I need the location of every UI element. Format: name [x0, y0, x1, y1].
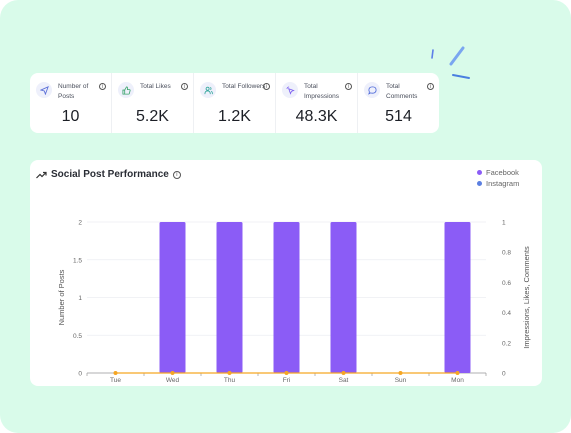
- line-point: [113, 371, 118, 375]
- chart-legend: Facebook Instagram: [477, 167, 519, 189]
- stat-value: 1.2K: [218, 108, 251, 125]
- sparkle-icon: [431, 46, 470, 79]
- pointer-click-icon: [282, 82, 298, 98]
- stat-tile: Total Impressions i 48.3K: [276, 73, 358, 133]
- x-tick-label: Sun: [395, 377, 407, 384]
- chat-bubble-icon: [364, 82, 380, 98]
- bar: [159, 222, 186, 373]
- stats-bar: Number of Posts i 10 Total Likes i 5.2K Total …: [30, 73, 439, 133]
- x-tick-label: Wed: [166, 377, 180, 384]
- x-tick-label: Sat: [339, 377, 349, 384]
- stat-label: Total Comments: [386, 83, 418, 100]
- x-tick-label: Mon: [451, 377, 464, 384]
- y2-tick-label: 0.4: [502, 310, 511, 317]
- y2-tick-label: 1: [502, 220, 506, 227]
- x-tick-label: Tue: [110, 377, 121, 384]
- y-tick-label: 1: [78, 295, 82, 302]
- line-point: [398, 371, 403, 375]
- thumbs-up-icon: [118, 82, 134, 98]
- bar: [273, 222, 300, 373]
- y-tick-label: 0.5: [73, 333, 82, 340]
- stat-label: Total Likes: [140, 83, 171, 90]
- stat-tile: Total Likes i 5.2K: [112, 73, 194, 133]
- line-point: [455, 371, 460, 375]
- bar: [216, 222, 243, 373]
- stat-label: Total Followers: [222, 83, 266, 90]
- y2-tick-label: 0.2: [502, 340, 511, 347]
- info-icon[interactable]: i: [345, 83, 352, 90]
- legend-dot: [477, 170, 482, 175]
- social-post-performance-card: Social Post Performance i Facebook Insta…: [30, 160, 542, 386]
- y-tick-label: 2: [78, 220, 82, 227]
- card-title-text: Social Post Performance: [51, 169, 169, 180]
- y-axis-label: Number of Posts: [57, 269, 66, 325]
- x-tick-label: Thu: [224, 377, 236, 384]
- y2-axis-label: Impressions, Likes, Comments: [522, 246, 531, 349]
- y2-tick-label: 0: [502, 371, 506, 378]
- stat-value: 48.3K: [295, 108, 338, 125]
- legend-label: Facebook: [486, 168, 519, 177]
- bar: [444, 222, 471, 373]
- users-icon: [200, 82, 216, 98]
- trending-up-icon: [36, 171, 47, 178]
- bar: [330, 222, 357, 373]
- bar-chart: 0 0.5 1 1.5 2 0 0.2 0.4 0.6 0.8 1 Tue Wed Thu Fri Sat Su…: [57, 220, 531, 385]
- legend-dot: [477, 181, 482, 186]
- line-point: [227, 371, 232, 375]
- info-icon[interactable]: i: [172, 170, 181, 179]
- info-icon[interactable]: i: [427, 83, 434, 90]
- x-tick-label: Fri: [283, 377, 291, 384]
- legend-item-instagram[interactable]: Instagram: [477, 178, 519, 189]
- stat-value: 10: [61, 108, 80, 125]
- legend-item-facebook[interactable]: Facebook: [477, 167, 519, 178]
- info-icon[interactable]: i: [263, 83, 270, 90]
- stat-label: Total Impressions: [304, 83, 340, 100]
- line-point: [341, 371, 346, 375]
- y-tick-label: 1.5: [73, 257, 82, 264]
- send-icon: [36, 82, 52, 98]
- stat-value: 5.2K: [136, 108, 169, 125]
- stat-tile: Total Comments i 514: [358, 73, 439, 133]
- info-icon[interactable]: i: [99, 83, 106, 90]
- y2-tick-label: 0.8: [502, 250, 511, 257]
- card-title: Social Post Performance i: [36, 169, 181, 180]
- stat-tile: Total Followers i 1.2K: [194, 73, 276, 133]
- stat-value: 514: [385, 108, 412, 125]
- stat-label: Number of Posts: [58, 83, 89, 100]
- y-tick-label: 0: [78, 371, 82, 378]
- info-icon[interactable]: i: [181, 83, 188, 90]
- line-point: [170, 371, 175, 375]
- legend-label: Instagram: [486, 179, 520, 188]
- line-point: [284, 371, 289, 375]
- stat-tile: Number of Posts i 10: [30, 73, 112, 133]
- y2-tick-label: 0.6: [502, 280, 511, 287]
